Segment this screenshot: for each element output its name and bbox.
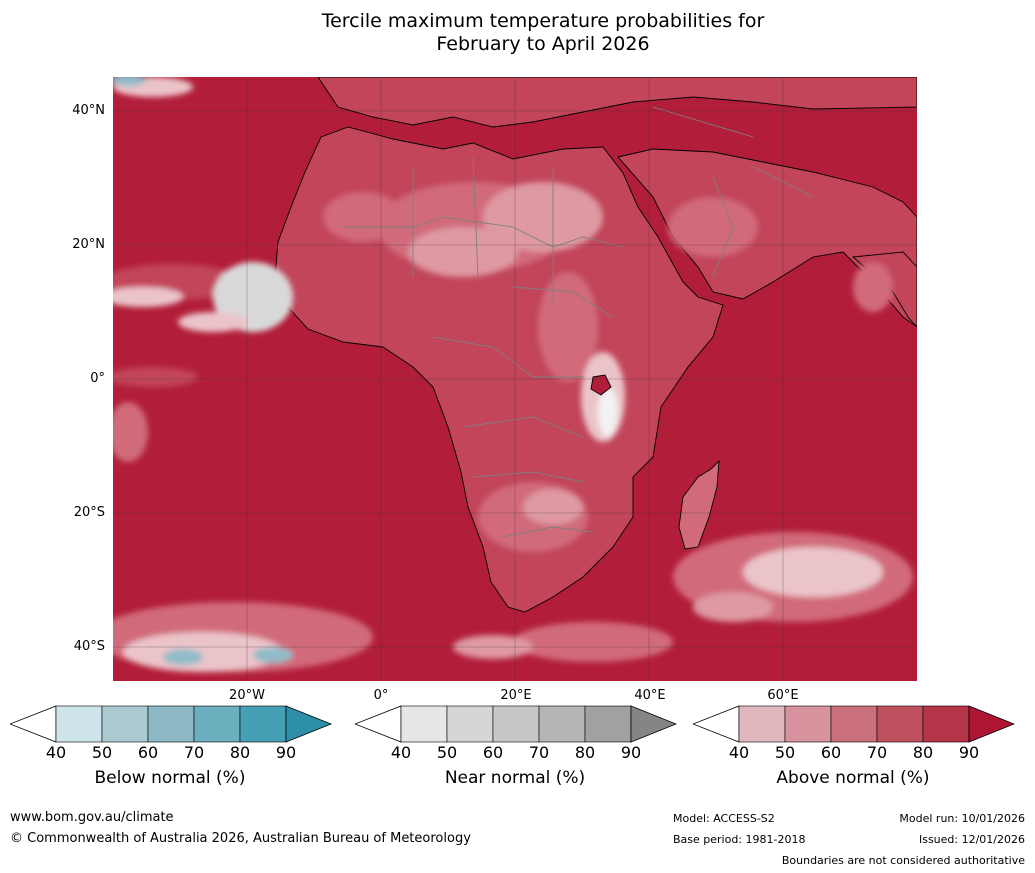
cb0-tick-60: 60 xyxy=(137,743,159,762)
colorbar-near-normal xyxy=(355,705,677,743)
lat-label-equator: 0° xyxy=(90,371,105,386)
cb0-tick-80: 80 xyxy=(229,743,251,762)
colorbar-2-segment-2 xyxy=(830,705,878,743)
cb1-tick-70: 70 xyxy=(528,743,550,762)
cb2-tick-40: 40 xyxy=(728,743,750,762)
cb2-tick-70: 70 xyxy=(866,743,888,762)
cb1-tick-60: 60 xyxy=(482,743,504,762)
europe-landmass xyxy=(317,77,917,128)
colorbar-2-segment-4 xyxy=(922,705,970,743)
model-run-date: Model run: 10/01/2026 xyxy=(899,812,1025,825)
colorbar-0-max-arrow xyxy=(285,705,332,743)
lat-label-40s: 40°S xyxy=(73,639,105,654)
issued-date: Issued: 12/01/2026 xyxy=(918,833,1025,846)
colorbar-2-segment-1 xyxy=(784,705,832,743)
country-borders xyxy=(343,106,814,538)
colorbar-2-max-arrow xyxy=(968,705,1015,743)
lon-label-20w: 20°W xyxy=(229,688,265,703)
colorbar-0-segment-2 xyxy=(147,705,195,743)
chart-title: Tercile maximum temperature probabilitie… xyxy=(0,10,1035,56)
cb1-tick-50: 50 xyxy=(436,743,458,762)
colorbar-0-segment-4 xyxy=(239,705,287,743)
lon-label-0: 0° xyxy=(373,688,389,703)
cb1-tick-40: 40 xyxy=(390,743,412,762)
cb0-tick-90: 90 xyxy=(275,743,297,762)
cb1-tick-90: 90 xyxy=(620,743,642,762)
cb2-tick-90: 90 xyxy=(958,743,980,762)
lon-label-60e: 60°E xyxy=(767,688,799,703)
boundaries-disclaimer: Boundaries are not considered authoritat… xyxy=(781,854,1025,867)
title-line-1: Tercile maximum temperature probabilitie… xyxy=(321,10,765,32)
model-name: Model: ACCESS-S2 xyxy=(673,812,775,825)
colorbar-1-segment-3 xyxy=(538,705,586,743)
colorbar-1-segment-0 xyxy=(400,705,448,743)
colorbar-above-normal xyxy=(693,705,1015,743)
colorbar-1-segment-1 xyxy=(446,705,494,743)
lon-label-40e: 40°E xyxy=(634,688,666,703)
lake-victoria xyxy=(590,374,612,396)
colorbar-0-segment-0 xyxy=(55,705,103,743)
colorbar-below-normal xyxy=(10,705,332,743)
cb0-tick-40: 40 xyxy=(45,743,67,762)
base-period: Base period: 1981-2018 xyxy=(673,833,806,846)
colorbar-0-segment-3 xyxy=(193,705,241,743)
below-normal-title: Below normal (%) xyxy=(94,768,246,788)
graticule xyxy=(113,77,917,681)
copyright-text: © Commonwealth of Australia 2026, Austra… xyxy=(10,831,471,846)
lat-label-20n: 20°N xyxy=(72,237,105,252)
africa-landmass xyxy=(274,126,724,613)
lat-label-40n: 40°N xyxy=(72,103,105,118)
cb2-tick-60: 60 xyxy=(820,743,842,762)
website-link[interactable]: www.bom.gov.au/climate xyxy=(10,810,174,825)
colorbar-1-max-arrow xyxy=(630,705,677,743)
colorbar-0-segment-1 xyxy=(101,705,149,743)
cb2-tick-80: 80 xyxy=(912,743,934,762)
cb1-tick-80: 80 xyxy=(574,743,596,762)
colorbar-1-segment-4 xyxy=(584,705,632,743)
colorbar-2-segment-0 xyxy=(738,705,786,743)
near-normal-title: Near normal (%) xyxy=(444,768,586,788)
colorbar-1-segment-2 xyxy=(492,705,540,743)
cb0-tick-50: 50 xyxy=(91,743,113,762)
above-normal-title: Above normal (%) xyxy=(776,768,930,788)
probability-map xyxy=(113,77,917,681)
map-svg xyxy=(113,77,917,681)
title-line-2: February to April 2026 xyxy=(436,33,650,55)
madagascar-landmass xyxy=(678,459,720,550)
cb0-tick-70: 70 xyxy=(183,743,205,762)
cb2-tick-50: 50 xyxy=(774,743,796,762)
colorbar-2-segment-3 xyxy=(876,705,924,743)
lat-label-20s: 20°S xyxy=(73,505,105,520)
lon-label-20e: 20°E xyxy=(500,688,532,703)
